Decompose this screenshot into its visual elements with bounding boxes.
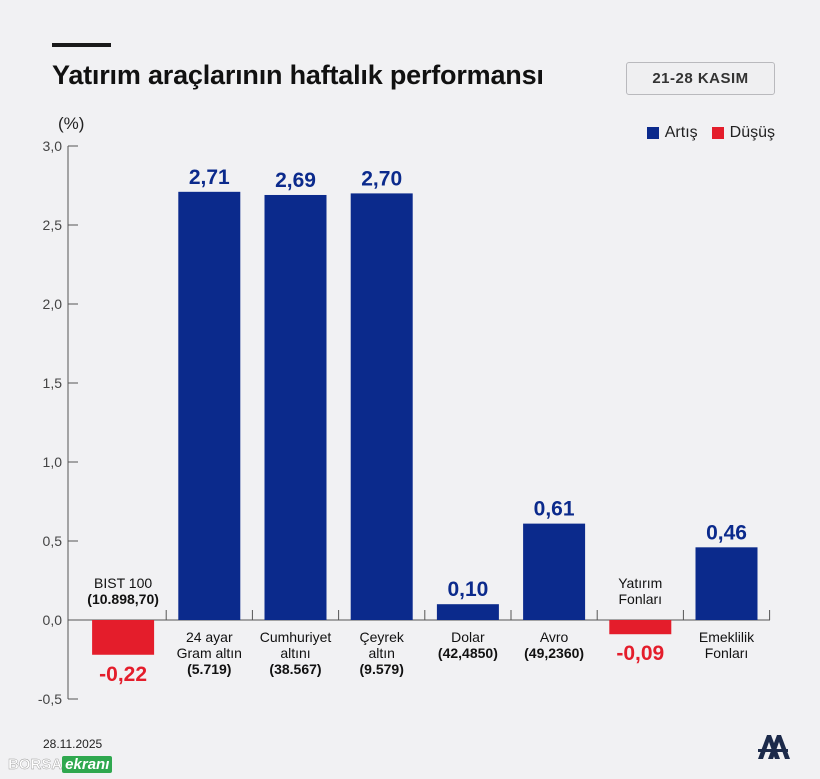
x-category-label: Gram altın — [177, 645, 242, 661]
x-category-label: (10.898,70) — [87, 591, 159, 607]
bar — [609, 620, 672, 635]
bar — [350, 193, 413, 620]
x-category-label: (38.567) — [269, 661, 321, 677]
x-category-label: Yatırım — [618, 575, 662, 591]
y-tick-label: 3,0 — [43, 138, 63, 154]
bar-value-label: -0,22 — [99, 663, 147, 686]
x-category-label: (42,4850) — [438, 645, 498, 661]
footer-date: 28.11.2025 — [43, 737, 103, 751]
source-logo-part2: ekranı — [62, 756, 113, 773]
y-tick-label: 0,0 — [43, 612, 63, 628]
y-tick-label: 2,5 — [43, 217, 63, 233]
bar-value-label: 0,61 — [534, 498, 575, 521]
bar — [178, 191, 241, 620]
legend-item-increase: Artış — [646, 124, 698, 142]
legend: Artış Düşüş — [633, 124, 775, 142]
bar-value-label: 0,46 — [706, 521, 747, 544]
x-category-label: Emeklilik — [699, 629, 755, 645]
x-category-label: altın — [368, 645, 394, 661]
legend-label-decrease: Düşüş — [729, 124, 775, 141]
bar — [92, 620, 155, 655]
y-tick-label: 1,5 — [43, 375, 63, 391]
x-category-label: Avro — [540, 629, 569, 645]
x-category-label: (5.719) — [187, 661, 231, 677]
date-range-badge: 21-28 KASIM — [626, 62, 775, 95]
legend-label-increase: Artış — [664, 124, 698, 141]
unit-label: (%) — [58, 114, 85, 133]
y-tick-label: 1,0 — [43, 454, 63, 470]
bar-value-label: 2,71 — [189, 166, 230, 189]
bar — [695, 547, 758, 620]
bar — [436, 604, 499, 620]
x-category-label: altını — [280, 645, 310, 661]
y-tick-label: 0,5 — [43, 533, 63, 549]
legend-swatch-increase — [646, 127, 659, 139]
chart-title: Yatırım araçlarının haftalık performansı — [52, 60, 544, 90]
x-category-label: Fonları — [705, 645, 749, 661]
y-tick-label: -0,5 — [38, 691, 62, 707]
x-category-label: Çeyrek — [360, 629, 405, 645]
y-tick-label: 2,0 — [43, 296, 63, 312]
bar-value-label: 2,69 — [275, 169, 316, 192]
bar — [523, 523, 586, 620]
x-category-label: Dolar — [451, 629, 485, 645]
bar-value-label: -0,09 — [616, 642, 664, 665]
aa-logo-icon — [758, 735, 790, 759]
title-rule — [52, 43, 111, 47]
x-category-label: Fonları — [619, 591, 663, 607]
bar-value-label: 0,10 — [447, 578, 488, 601]
legend-swatch-decrease — [711, 127, 724, 139]
x-category-label: 24 ayar — [186, 629, 233, 645]
x-category-label: BIST 100 — [94, 575, 152, 591]
bar-value-label: 2,70 — [361, 167, 402, 190]
x-category-label: (9.579) — [360, 661, 404, 677]
source-logo-part1: BORSA — [8, 756, 63, 773]
x-category-label: Cumhuriyet — [260, 629, 332, 645]
bar — [264, 194, 327, 621]
legend-item-decrease: Düşüş — [711, 124, 775, 142]
source-logo: BORSA ekranı — [8, 756, 113, 773]
x-category-label: (49,2360) — [524, 645, 584, 661]
